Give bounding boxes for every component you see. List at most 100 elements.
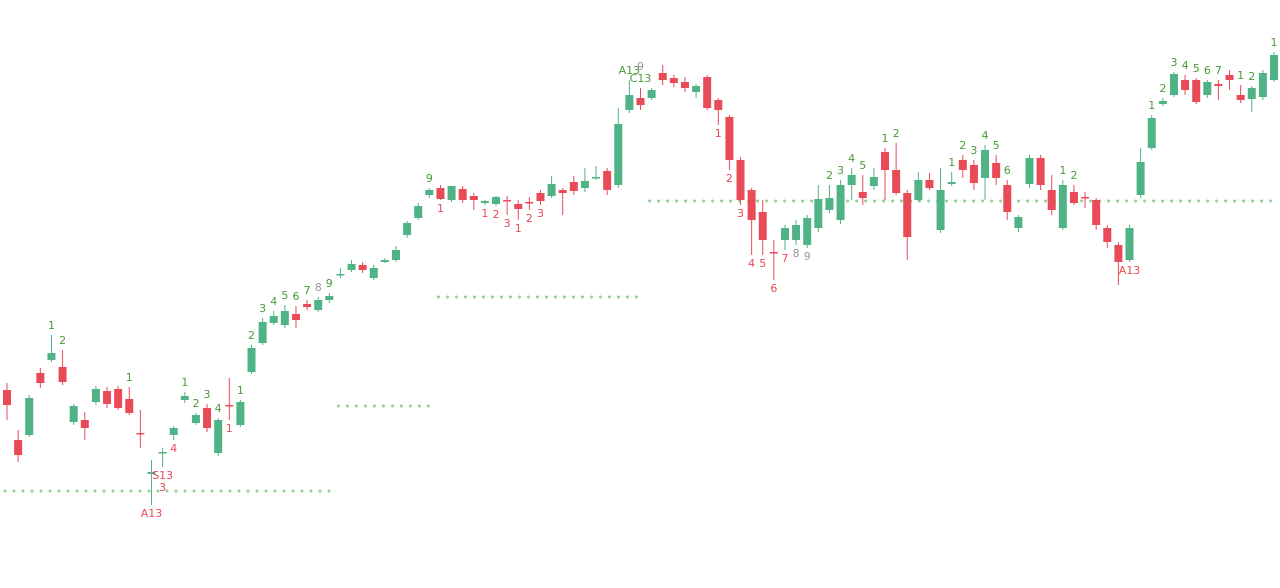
candle-body	[1203, 82, 1212, 95]
count-label: 8	[315, 281, 322, 294]
count-label: 1	[1059, 164, 1066, 177]
count-label: 7	[1215, 64, 1222, 77]
candle-body	[14, 440, 23, 455]
candle-body	[1225, 75, 1234, 80]
candle-body	[547, 184, 556, 196]
candle-body	[747, 190, 756, 220]
candle-body	[303, 304, 312, 307]
candle-body	[969, 165, 978, 183]
candle-body	[214, 420, 223, 453]
candle-body	[1125, 228, 1134, 260]
count-label: A13	[141, 507, 163, 520]
candle-body	[380, 260, 389, 262]
candle-body	[936, 190, 945, 230]
candle-body	[169, 428, 178, 435]
candle-body	[458, 189, 467, 200]
candle-body	[658, 73, 667, 80]
count-label: 1	[237, 384, 244, 397]
candle-body	[1103, 228, 1112, 242]
candle-body	[258, 322, 267, 343]
count-label: 7	[304, 284, 311, 297]
candle-body	[736, 160, 745, 200]
candle-body	[25, 398, 34, 435]
count-label: 2	[726, 172, 733, 185]
count-label: 3	[537, 207, 544, 220]
count-label: 1	[226, 422, 233, 435]
candle-body	[680, 82, 689, 88]
count-label: 4	[982, 129, 989, 142]
candle-body	[1003, 185, 1012, 212]
candle-body	[592, 177, 601, 179]
count-label: 7	[781, 252, 788, 265]
candle-body	[480, 201, 489, 203]
candle-body	[180, 396, 189, 400]
candle-body	[914, 180, 923, 200]
candle-body	[947, 182, 956, 184]
candle-body	[358, 265, 367, 270]
candle-body	[1092, 200, 1101, 225]
count-label: 1	[126, 371, 133, 384]
candle-body	[436, 188, 445, 199]
candle-body	[603, 171, 612, 190]
candle-body	[447, 186, 456, 200]
count-label: 2	[1159, 82, 1166, 95]
count-label: 6	[1204, 64, 1211, 77]
candle-body	[714, 100, 723, 110]
count-label: 3	[204, 388, 211, 401]
count-label: 1	[481, 207, 488, 220]
count-label: 2	[192, 397, 199, 410]
count-label: 6	[770, 282, 777, 295]
candle-body	[525, 202, 534, 204]
candle-body	[536, 193, 545, 201]
candle-body	[247, 348, 256, 372]
candle-body	[669, 78, 678, 83]
candle-body	[692, 86, 701, 92]
count-label: 2	[826, 169, 833, 182]
count-label: 1	[1271, 36, 1278, 49]
count-label: 8	[793, 247, 800, 260]
candle-body	[1047, 190, 1056, 210]
candle-body	[558, 190, 567, 193]
candle-body	[236, 402, 245, 425]
candle-body	[847, 175, 856, 185]
candle-body	[1192, 80, 1201, 102]
count-label: 2	[493, 208, 500, 221]
candle-body	[1269, 55, 1279, 80]
count-label: 1	[437, 202, 444, 215]
candle-body	[881, 152, 890, 170]
candle-body	[269, 316, 278, 323]
candle-body	[47, 353, 56, 360]
count-label: 5	[281, 289, 288, 302]
candle-body	[225, 405, 234, 407]
count-label: 9	[326, 277, 333, 290]
count-label: 1	[715, 127, 722, 140]
candle-body	[391, 250, 400, 260]
candle-body	[191, 415, 200, 423]
candle-body	[325, 296, 334, 300]
candle-body	[569, 182, 578, 191]
count-label: C13	[630, 72, 652, 85]
candle-body	[636, 98, 645, 105]
candle-body	[780, 228, 789, 240]
count-label: 3	[1170, 56, 1177, 69]
candle-body	[291, 314, 300, 320]
candle-body	[403, 223, 412, 235]
count-label: 4	[270, 295, 277, 308]
candle-body	[1169, 74, 1178, 95]
candle-body	[203, 408, 212, 428]
count-label: 4	[848, 152, 855, 165]
candle-body	[1114, 245, 1123, 262]
count-label: 5	[1193, 62, 1200, 75]
candle-body	[91, 389, 100, 402]
candle-body	[769, 252, 778, 254]
candle-body	[647, 90, 656, 98]
candle-body	[1214, 84, 1223, 86]
count-label: 1	[181, 376, 188, 389]
candle-body	[492, 197, 501, 204]
count-label: 1	[1237, 69, 1244, 82]
candle-body	[1136, 162, 1145, 195]
candle-body	[147, 472, 156, 474]
candle-body	[580, 181, 589, 188]
candle-body	[1025, 158, 1034, 184]
